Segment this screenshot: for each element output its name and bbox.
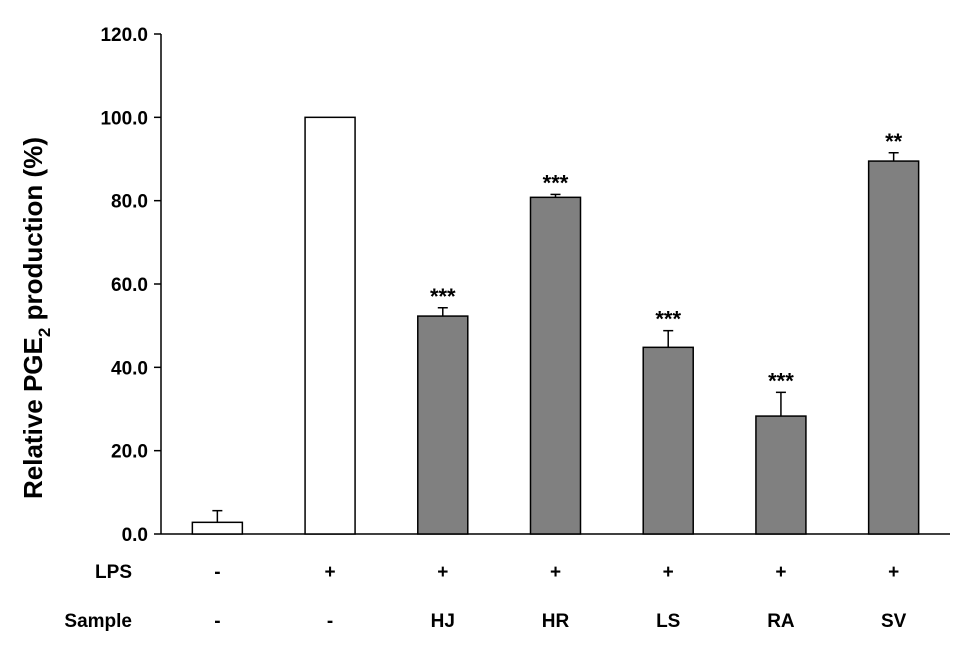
significance-label: *** [430, 284, 456, 309]
row-value: + [550, 562, 561, 583]
significance-label: *** [655, 307, 681, 332]
bar [755, 415, 807, 535]
row-value: + [663, 562, 674, 583]
y-tick-label: 0.0 [122, 525, 148, 546]
row-value: + [325, 562, 336, 583]
row-value: SV [881, 611, 907, 632]
row-value: + [775, 562, 786, 583]
bar [867, 160, 920, 535]
y-tick-label: 20.0 [111, 442, 148, 463]
y-tick-label: 40.0 [111, 358, 148, 379]
y-axis-label: Relative PGE2 production (%) [18, 137, 54, 499]
bar [529, 196, 582, 535]
bar [191, 521, 244, 535]
row-value: + [888, 562, 899, 583]
bar [417, 315, 469, 535]
significance-label: ** [885, 129, 903, 154]
row-value: HR [542, 611, 570, 632]
row-value: - [214, 562, 220, 583]
y-tick-label: 100.0 [100, 108, 148, 129]
y-tick-label: 80.0 [111, 192, 148, 213]
row-title: LPS [95, 562, 132, 583]
row-value: HJ [431, 611, 455, 632]
bar [642, 346, 694, 535]
row-value: + [437, 562, 448, 583]
row-title: Sample [64, 611, 132, 632]
row-value: LS [656, 611, 680, 632]
y-tick-label: 60.0 [111, 275, 148, 296]
row-value: - [327, 611, 333, 632]
bar [304, 116, 356, 535]
y-tick-label: 120.0 [100, 25, 148, 46]
plot-area: 0.020.040.060.080.0100.0120.0***********… [64, 25, 950, 632]
significance-label: *** [768, 368, 794, 393]
row-value: RA [767, 611, 795, 632]
significance-label: *** [543, 170, 569, 195]
row-value: - [214, 611, 220, 632]
